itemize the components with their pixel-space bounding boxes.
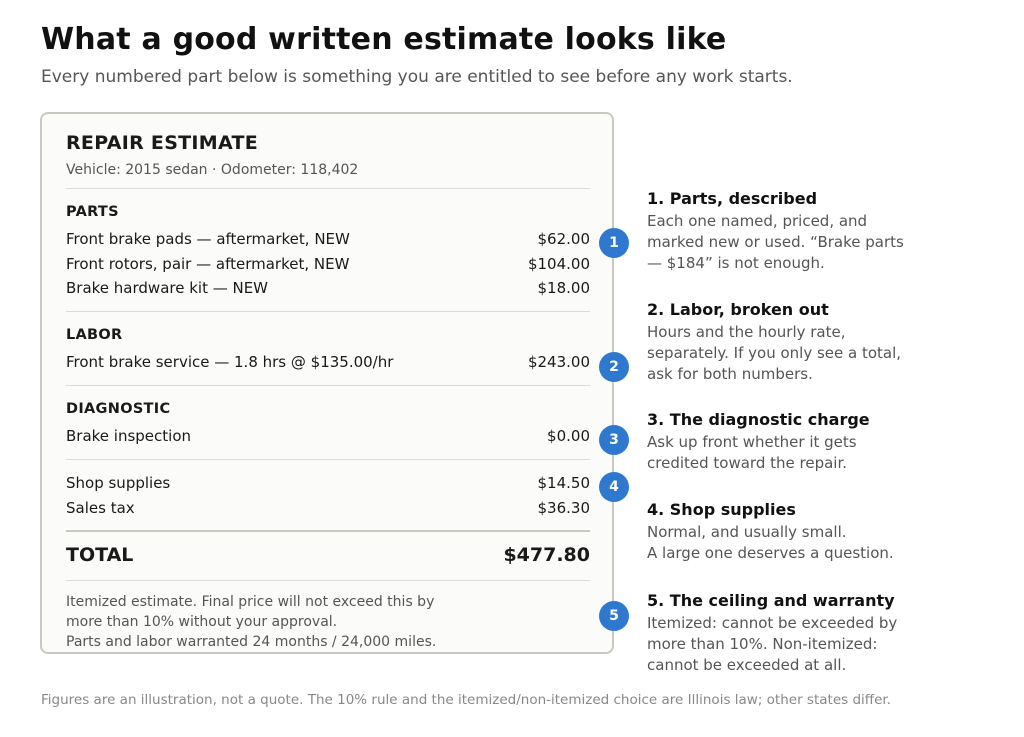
sales-tax-price: $36.30	[537, 499, 591, 517]
note-shop-supplies: 4. Shop supplies Normal, and usually sma…	[647, 500, 917, 564]
parts-heading: PARTS	[66, 204, 119, 220]
note-ceiling-warranty: 5. The ceiling and warranty Itemized: ca…	[647, 591, 917, 676]
note-diagnostic: 3. The diagnostic charge Ask up front wh…	[647, 410, 917, 474]
diagnostic-item-label: Brake inspection	[66, 427, 192, 445]
sales-tax-label: Sales tax	[66, 499, 135, 517]
note-body: Hours and the hourly rate, separately. I…	[647, 323, 902, 383]
estimate-title: REPAIR ESTIMATE	[66, 132, 259, 154]
divider	[66, 385, 590, 386]
note-title: 1. Parts, described	[647, 189, 818, 208]
vehicle-line: Vehicle: 2015 sedan · Odometer: 118,402	[66, 162, 359, 178]
total-value: $477.80	[503, 544, 590, 566]
note-body: Itemized: cannot be exceeded by more tha…	[647, 614, 898, 674]
footnote-line: more than 10% without your approval.	[66, 614, 338, 630]
total-divider	[66, 530, 590, 532]
note-body: Each one named, priced, and marked new o…	[647, 212, 904, 272]
parts-item-price: $18.00	[537, 279, 591, 297]
callout-badge-5: 5	[599, 601, 629, 631]
diagnostic-item-price: $0.00	[547, 427, 590, 445]
callout-badge-1: 1	[599, 228, 629, 258]
page-title: What a good written estimate looks like	[41, 22, 727, 57]
labor-heading: LABOR	[66, 327, 123, 343]
parts-item-label: Front rotors, pair — aftermarket, NEW	[66, 255, 350, 273]
parts-item-label: Front brake pads — aftermarket, NEW	[66, 230, 350, 248]
diagnostic-heading: DIAGNOSTIC	[66, 401, 171, 417]
divider	[66, 188, 590, 189]
callout-badge-4: 4	[599, 472, 629, 502]
note-body-line: A large one deserves a question.	[647, 544, 894, 562]
labor-item-price: $243.00	[527, 353, 590, 371]
note-title: 5. The ceiling and warranty	[647, 591, 895, 610]
shop-supplies-label: Shop supplies	[66, 474, 171, 492]
divider	[66, 459, 590, 460]
divider	[66, 580, 590, 581]
note-title: 4. Shop supplies	[647, 500, 796, 519]
callout-badge-3: 3	[599, 425, 629, 455]
shop-supplies-price: $14.50	[537, 474, 591, 492]
estimate-card: REPAIR ESTIMATE Vehicle: 2015 sedan · Od…	[40, 112, 614, 654]
estimate-footnote: Itemized estimate. Final price will not …	[66, 592, 486, 652]
note-body-line: Normal, and usually small.	[647, 523, 847, 541]
note-parts: 1. Parts, described Each one named, pric…	[647, 189, 917, 274]
footnote-line: Itemized estimate. Final price will not …	[66, 594, 435, 610]
labor-item-label: Front brake service — 1.8 hrs @ $135.00/…	[66, 353, 394, 371]
page-subtitle: Every numbered part below is something y…	[41, 67, 793, 87]
parts-item-price: $62.00	[537, 230, 591, 248]
total-label: TOTAL	[66, 544, 134, 566]
parts-item-label: Brake hardware kit — NEW	[66, 279, 269, 297]
note-title: 3. The diagnostic charge	[647, 410, 870, 429]
parts-item-price: $104.00	[527, 255, 590, 273]
note-body: Ask up front whether it gets credited to…	[647, 433, 857, 472]
note-title: 2. Labor, broken out	[647, 300, 829, 319]
divider	[66, 311, 590, 312]
callout-badge-2: 2	[599, 352, 629, 382]
footnote-line: Parts and labor warranted 24 months / 24…	[66, 634, 437, 650]
note-labor: 2. Labor, broken out Hours and the hourl…	[647, 300, 917, 385]
disclaimer-footer: Figures are an illustration, not a quote…	[41, 692, 891, 708]
